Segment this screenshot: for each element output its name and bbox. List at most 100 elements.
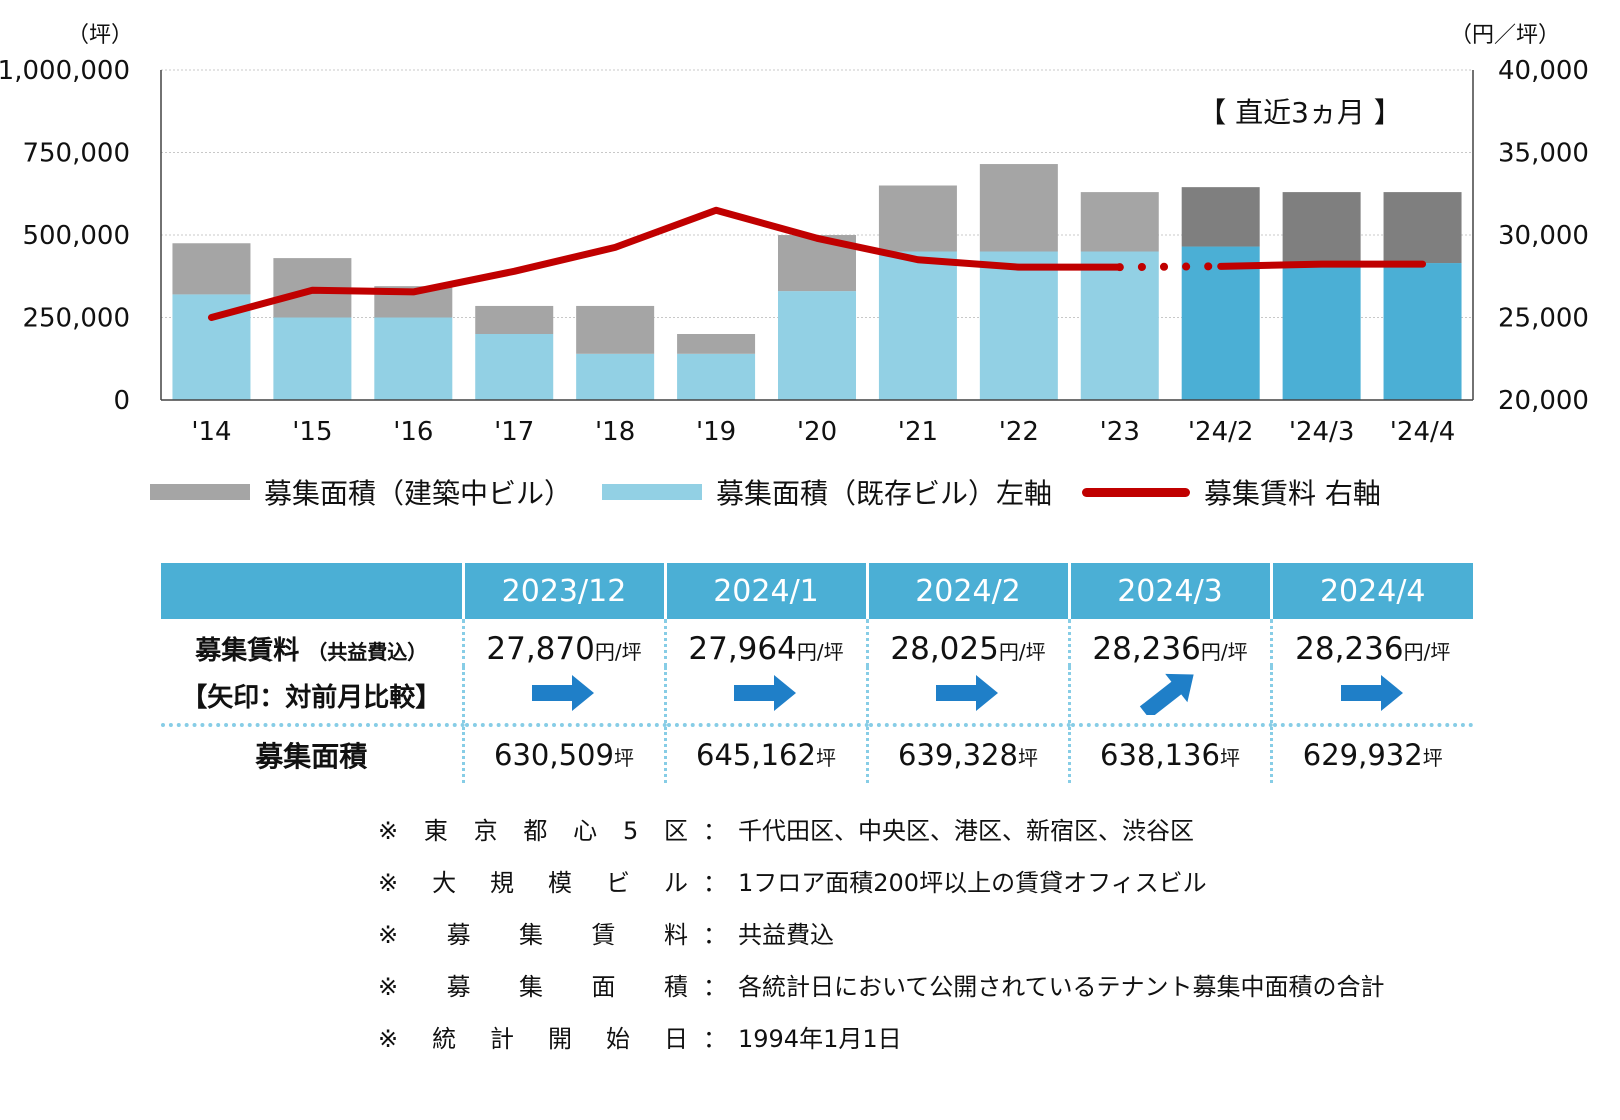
bar-construction bbox=[475, 305, 554, 334]
footnote: ※ 東京都心 5 区 ： 千代田区、中央区、港区、新宿区、渋谷区 bbox=[378, 805, 1385, 857]
footnote-label-char: ※ bbox=[378, 869, 399, 897]
bar-existing bbox=[374, 317, 453, 400]
rent-unit: 円/坪 bbox=[1200, 640, 1248, 664]
footnote-label-char: 集 bbox=[519, 973, 544, 1001]
footnote-text: 1994年1月1日 bbox=[738, 1025, 902, 1053]
table-header-blank bbox=[161, 563, 463, 619]
area-cell: 645,162坪 bbox=[663, 723, 867, 783]
recent-period-annotation: 【 直近3ヵ月 】 bbox=[1198, 96, 1402, 129]
footnote-label-char: 募 bbox=[446, 921, 471, 949]
footnote-colon: ： bbox=[703, 921, 727, 949]
area-row-label: 募集面積 bbox=[161, 723, 463, 783]
right-arrow-shape bbox=[532, 675, 594, 711]
footnote-label-char: 積 bbox=[663, 973, 688, 1001]
table-row-area: 募集面積 630,509坪 645,162坪 639,328坪 638,136坪… bbox=[161, 723, 1473, 783]
bar-construction bbox=[576, 305, 655, 354]
footnote-colon: ： bbox=[703, 1025, 727, 1053]
rent-value: 28,025 bbox=[890, 631, 999, 667]
right-axis-tick-label: 25,000 bbox=[1498, 304, 1589, 334]
rent-cell: 28,236円/坪 bbox=[1067, 619, 1271, 667]
legend-label-construction: 募集面積（建築中ビル） bbox=[264, 477, 573, 510]
rent-label: 募集賃料 bbox=[195, 636, 300, 666]
footnote: ※ 募 集 賃 料 ： 共益費込 bbox=[378, 909, 1385, 961]
footnote-label-char: ※ bbox=[378, 817, 399, 845]
x-axis-tick-label: '24/3 bbox=[1289, 417, 1355, 447]
x-axis-tick-label: '14 bbox=[191, 417, 231, 447]
rent-value: 27,964 bbox=[688, 631, 797, 667]
table-header-period: 2024/4 bbox=[1269, 563, 1473, 619]
footnote-label-char: 開 bbox=[548, 1025, 573, 1053]
bar-construction bbox=[677, 334, 756, 354]
right-arrow-shape bbox=[936, 675, 998, 711]
rent-unit: 円/坪 bbox=[594, 640, 642, 664]
footnote-label-char: 東 bbox=[423, 817, 448, 845]
x-axis-tick-label: '15 bbox=[292, 417, 332, 447]
footnote-label: ※ 東京都心 5 区 bbox=[378, 805, 688, 857]
right-arrow-icon bbox=[1340, 675, 1403, 711]
right-arrow-icon bbox=[936, 675, 998, 711]
area-value: 639,328 bbox=[898, 738, 1018, 772]
right-axis-tick-label: 30,000 bbox=[1498, 221, 1589, 251]
rent-line bbox=[207, 206, 1124, 321]
footnote: ※ 募 集 面 積 ： 各統計日において公開されているテナント募集中面積の合計 bbox=[378, 961, 1385, 1013]
area-label: 募集面積 bbox=[255, 740, 368, 773]
right-axis-unit: （円／坪） bbox=[1450, 23, 1560, 48]
bar-existing bbox=[878, 251, 957, 400]
footnote: ※ 大 規 模 ビ ル ： 1フロア面積200坪以上の賃貸オフィスビル bbox=[378, 857, 1385, 909]
rent-cell: 28,236円/坪 bbox=[1269, 619, 1473, 667]
legend-swatch-existing bbox=[602, 484, 703, 500]
left-axis-unit: （坪） bbox=[67, 23, 133, 48]
area-unit: 坪 bbox=[815, 746, 836, 770]
footnote: ※ 統 計 開 始 日 ： 1994年1月1日 bbox=[378, 1013, 1385, 1065]
up-right-arrow-shape bbox=[1139, 673, 1194, 720]
footnote-label-char: 統 bbox=[432, 1025, 457, 1053]
rent-unit: 円/坪 bbox=[998, 640, 1046, 664]
arrow-cell bbox=[663, 667, 867, 725]
footnote-label-char: 面 bbox=[591, 973, 616, 1001]
arrow-cell bbox=[865, 667, 1069, 725]
table-row-arrow: 【矢印：対前月比較】 bbox=[161, 667, 1473, 725]
bar-existing bbox=[1181, 246, 1260, 400]
footnote-text: 共益費込 bbox=[738, 921, 834, 949]
x-axis-tick-label: '18 bbox=[595, 417, 635, 447]
bar-existing bbox=[677, 353, 756, 400]
table-header-row: 2023/12 2024/1 2024/2 2024/3 2024/4 bbox=[161, 563, 1473, 619]
rent-line-recent bbox=[1217, 260, 1427, 270]
footnote-label-char: 模 bbox=[548, 869, 573, 897]
bar-construction bbox=[979, 164, 1058, 252]
bar-existing bbox=[475, 334, 554, 400]
table-header-period: 2024/3 bbox=[1067, 563, 1271, 619]
area-cell: 629,932坪 bbox=[1269, 723, 1473, 783]
right-arrow-shape bbox=[1340, 675, 1403, 711]
footnote-label-char: ビ bbox=[605, 869, 630, 897]
bar-construction bbox=[878, 185, 957, 252]
rent-cell: 27,964円/坪 bbox=[663, 619, 867, 667]
x-axis-tick-label: '20 bbox=[797, 417, 837, 447]
bar-existing bbox=[1282, 264, 1361, 400]
rent-area-chart: 0 250,000 500,000 750,000 1,000,000 20,000 25,… bbox=[0, 23, 1589, 447]
rent-sublabel: （共益費込） bbox=[307, 640, 428, 664]
left-axis-tick-label: 250,000 bbox=[22, 304, 130, 334]
area-value: 629,932 bbox=[1302, 738, 1423, 772]
legend-item-construction: 募集面積（建築中ビル） bbox=[150, 472, 572, 512]
left-axis-tick-label: 500,000 bbox=[22, 221, 130, 251]
x-axis-tick-label: '23 bbox=[1100, 417, 1140, 447]
area-cell: 638,136坪 bbox=[1067, 723, 1271, 783]
left-axis-tick-label: 0 bbox=[113, 386, 130, 416]
footnote-label-char: 募 bbox=[446, 973, 471, 1001]
bar-construction bbox=[1080, 192, 1159, 252]
right-arrow-icon bbox=[532, 675, 594, 711]
area-value: 638,136 bbox=[1100, 738, 1220, 772]
x-axis-tick-label: '24/2 bbox=[1188, 417, 1254, 447]
x-axis-tick-label: '19 bbox=[696, 417, 736, 447]
bar-existing bbox=[273, 317, 352, 400]
footnote-label-char: 京 bbox=[473, 817, 498, 845]
x-axis-tick-label: '22 bbox=[999, 417, 1039, 447]
arrow-cell bbox=[461, 667, 665, 725]
footnote-text: 1フロア面積200坪以上の賃貸オフィスビル bbox=[738, 869, 1207, 897]
right-axis-tick-label: 35,000 bbox=[1498, 139, 1589, 169]
x-axis-tick-label: '21 bbox=[898, 417, 938, 447]
footnote-label-char: 規 bbox=[490, 869, 515, 897]
arrow-cell bbox=[1067, 667, 1271, 725]
area-cell: 639,328坪 bbox=[865, 723, 1069, 783]
